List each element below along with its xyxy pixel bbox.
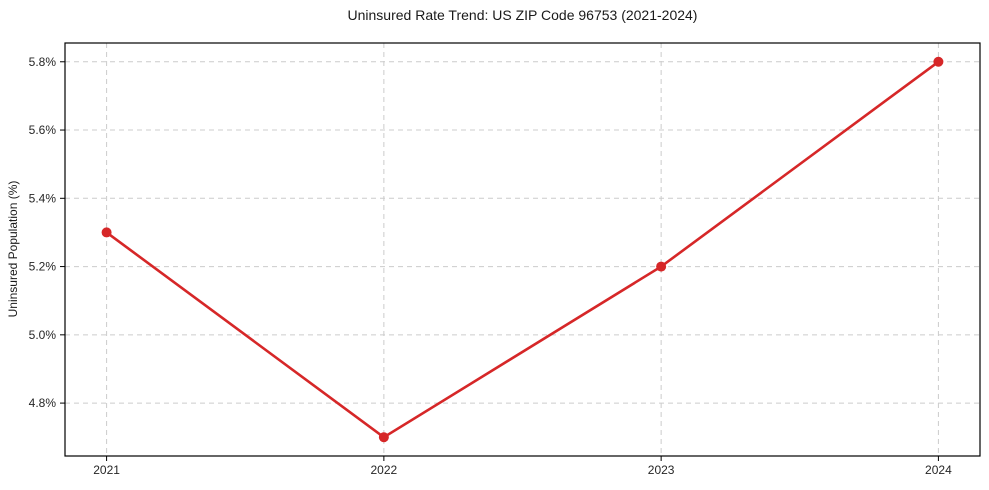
x-tick-label: 2022: [371, 463, 398, 477]
trend-line: [105, 60, 940, 439]
x-tick-label: 2024: [925, 463, 952, 477]
data-point-marker: [656, 261, 667, 272]
y-tick-label: 5.4%: [29, 191, 57, 205]
y-tick-label: 5.0%: [29, 328, 57, 342]
data-point-marker: [933, 56, 944, 67]
y-tick-label: 5.6%: [29, 123, 57, 137]
data-point-marker: [378, 432, 389, 443]
y-tick-label: 5.2%: [29, 260, 57, 274]
x-tick-label: 2023: [648, 463, 675, 477]
data-point-marker: [101, 227, 112, 238]
plot-border: [64, 42, 981, 457]
y-tick-label: 4.8%: [29, 396, 57, 410]
y-tick-label: 5.8%: [29, 55, 57, 69]
chart-title: Uninsured Rate Trend: US ZIP Code 96753 …: [347, 7, 698, 23]
x-tick-label: 2021: [93, 463, 120, 477]
